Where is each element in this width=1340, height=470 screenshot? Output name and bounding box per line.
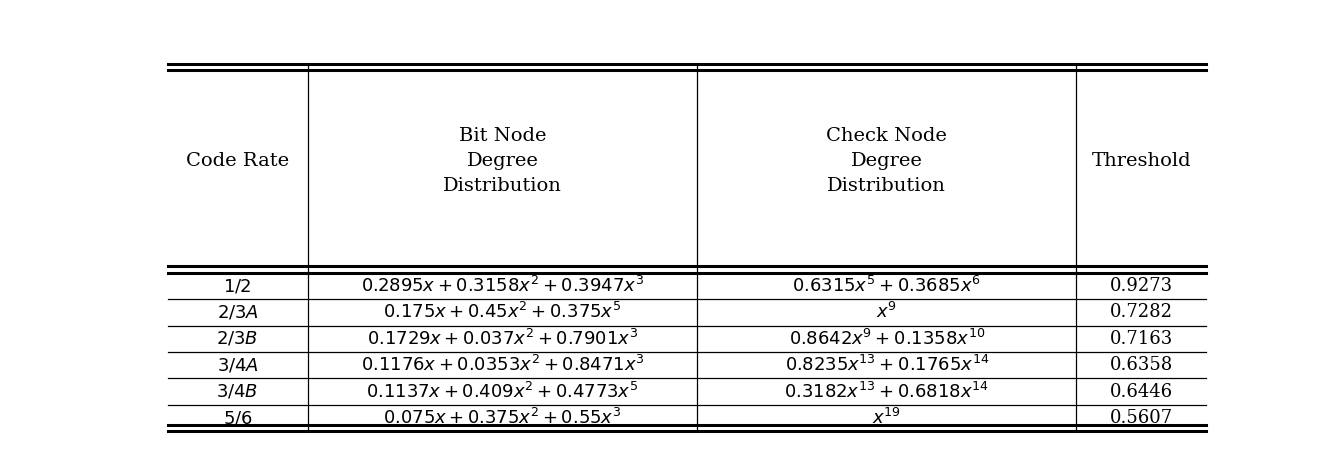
Text: $0.1729x + 0.037x^{2} + 0.7901x^{3}$: $0.1729x + 0.037x^{2} + 0.7901x^{3}$: [367, 329, 638, 349]
Text: $3/4B$: $3/4B$: [217, 383, 259, 401]
Text: Threshold: Threshold: [1091, 152, 1191, 170]
Text: $1/2$: $1/2$: [224, 277, 252, 295]
Text: 0.6358: 0.6358: [1110, 356, 1172, 374]
Text: 0.5607: 0.5607: [1110, 409, 1172, 427]
Text: $0.8642x^{9} + 0.1358x^{10}$: $0.8642x^{9} + 0.1358x^{10}$: [788, 329, 985, 349]
Text: $0.3182x^{13} + 0.6818x^{14}$: $0.3182x^{13} + 0.6818x^{14}$: [784, 382, 989, 402]
Text: $2/3A$: $2/3A$: [217, 304, 259, 321]
Text: $x^{19}$: $x^{19}$: [872, 408, 902, 428]
Text: 0.9273: 0.9273: [1110, 277, 1172, 295]
Text: $0.8235x^{13} + 0.1765x^{14}$: $0.8235x^{13} + 0.1765x^{14}$: [784, 355, 989, 376]
Text: Bit Node
Degree
Distribution: Bit Node Degree Distribution: [444, 127, 561, 196]
Text: 0.6446: 0.6446: [1110, 383, 1172, 401]
Text: $x^{9}$: $x^{9}$: [876, 302, 898, 322]
Text: $0.2895x + 0.3158x^{2} + 0.3947x^{3}$: $0.2895x + 0.3158x^{2} + 0.3947x^{3}$: [360, 276, 645, 296]
Text: $0.1137x + 0.409x^{2} + 0.4773x^{5}$: $0.1137x + 0.409x^{2} + 0.4773x^{5}$: [366, 382, 639, 402]
Text: 0.7163: 0.7163: [1110, 330, 1172, 348]
Text: $0.175x + 0.45x^{2} + 0.375x^{5}$: $0.175x + 0.45x^{2} + 0.375x^{5}$: [383, 302, 622, 322]
Text: $0.1176x + 0.0353x^{2} + 0.8471x^{3}$: $0.1176x + 0.0353x^{2} + 0.8471x^{3}$: [360, 355, 645, 376]
Text: $5/6$: $5/6$: [222, 409, 252, 427]
Text: Check Node
Degree
Distribution: Check Node Degree Distribution: [827, 127, 947, 196]
Text: Code Rate: Code Rate: [186, 152, 289, 170]
Text: $2/3B$: $2/3B$: [217, 330, 259, 348]
Text: $3/4A$: $3/4A$: [217, 356, 259, 374]
Text: $0.075x + 0.375x^{2} + 0.55x^{3}$: $0.075x + 0.375x^{2} + 0.55x^{3}$: [383, 408, 622, 428]
Text: $0.6315x^{5} + 0.3685x^{6}$: $0.6315x^{5} + 0.3685x^{6}$: [792, 276, 981, 296]
Text: 0.7282: 0.7282: [1110, 304, 1172, 321]
